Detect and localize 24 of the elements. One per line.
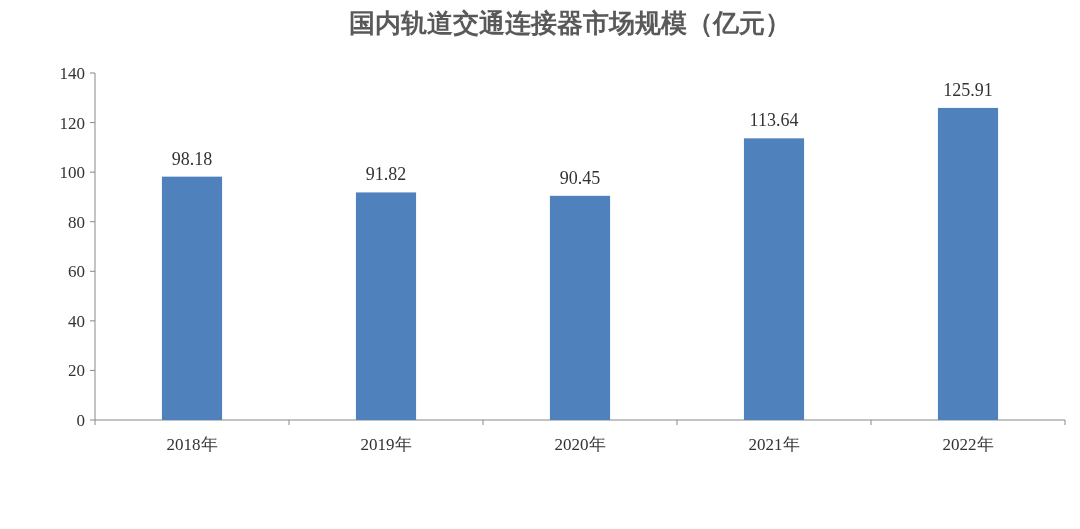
x-tick-label: 2018年 [166,435,218,454]
x-tick-label: 2022年 [942,435,994,454]
bar [937,107,999,420]
y-tick-label: 60 [68,262,85,282]
bar [355,192,417,420]
y-tick-label: 120 [59,113,85,133]
y-tick-label: 20 [68,361,85,381]
data-label: 113.64 [749,110,799,131]
bar [161,176,223,420]
bar [743,138,805,420]
data-label: 125.91 [943,79,993,100]
bar [549,195,611,420]
y-tick-label: 100 [59,163,85,183]
y-tick-label: 0 [76,411,85,430]
chart-title: 国内轨道交通连接器市场规模（亿元） [349,9,791,38]
data-label: 91.82 [365,164,407,185]
x-tick-label: 2019年 [360,435,412,454]
data-label: 98.18 [171,148,213,169]
data-label: 90.45 [559,167,601,188]
y-tick-label: 40 [68,311,85,331]
y-tick-label: 80 [68,212,85,232]
x-tick-label: 2020年 [554,435,606,454]
x-tick-label: 2021年 [748,435,800,454]
y-tick-label: 140 [59,64,85,83]
